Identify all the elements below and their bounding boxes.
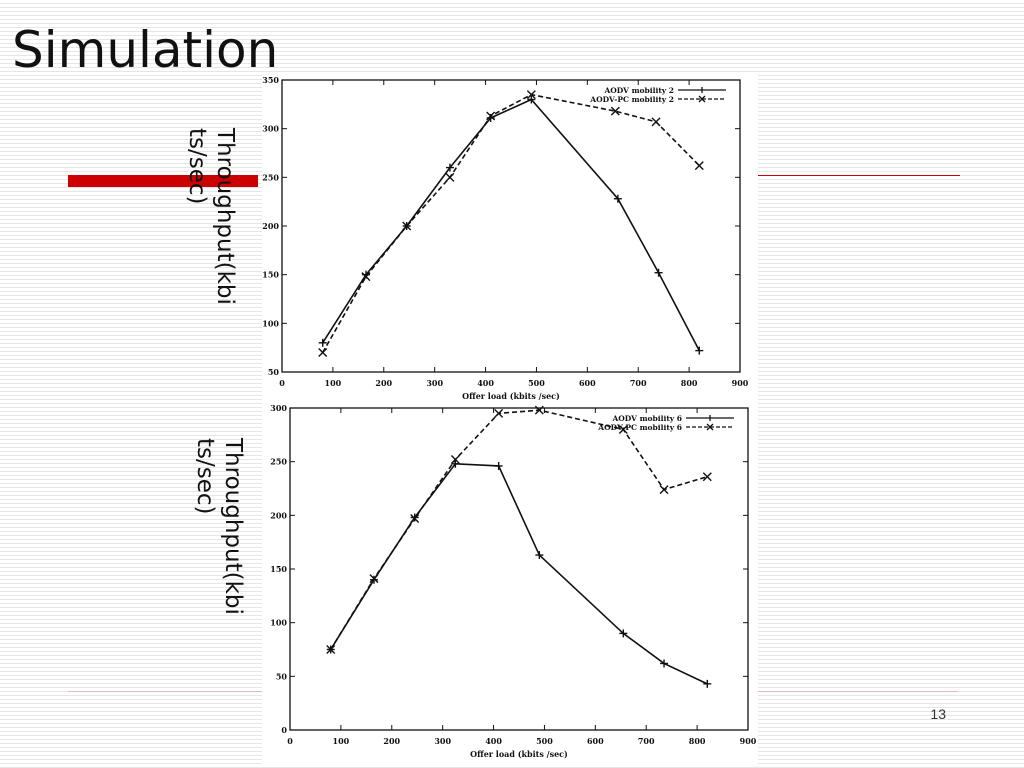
chart-2-series-2-point	[618, 424, 628, 434]
chart-2-x-tick-label: 200	[383, 736, 400, 746]
chart-2-x-tick-label: 800	[689, 736, 706, 746]
chart-1-x-tick-label: 800	[681, 378, 698, 388]
chart-2-series-2-point	[369, 574, 379, 584]
chart-1-x-tick-label: 400	[477, 378, 494, 388]
chart-2-x-tick-label: 900	[740, 736, 757, 746]
chart-2-series-2-point	[326, 645, 336, 654]
chart-2-series-2-point	[702, 472, 712, 482]
chart-1-x-tick-label: 300	[426, 378, 443, 388]
chart-1-y-tick-label: 50	[268, 367, 280, 377]
chart-mobility-6: 0 100 200 300 400 500 600 700 800 900 0 50 100 150 200…	[262, 400, 758, 766]
chart-1-series-2-point	[318, 348, 328, 358]
chart-2-series-1-point	[703, 679, 712, 688]
chart-2-series-2-point	[659, 485, 669, 495]
chart-2-y-tick-label: 200	[270, 510, 287, 520]
chart-2-x-tick-label: 0	[287, 736, 293, 746]
chart-2-series-2-point	[494, 408, 504, 418]
chart-1-x-tick-label: 900	[732, 378, 749, 388]
chart-1-series-2-point	[651, 117, 661, 127]
title-accent-line	[758, 175, 960, 176]
chart-mobility-2: 0 100 200 300 400 500 600 700 800 900 50 100 150 200 2…	[262, 72, 758, 404]
chart-2-series-2-point	[450, 455, 460, 465]
chart-2-legend-marker-2	[706, 423, 714, 431]
chart-1-series-2-point	[526, 90, 536, 100]
chart-2-x-tick-label: 700	[638, 736, 655, 746]
chart-2-y-tick-label: 250	[270, 457, 287, 467]
chart-2-series-1-point	[660, 659, 669, 668]
chart-1-series-1-line	[322, 98, 700, 351]
chart-2-x-tick-label: 100	[333, 736, 350, 746]
chart-2-series-1-point	[451, 459, 460, 468]
slide-title: Simulation	[12, 21, 279, 79]
chart-2-series-1-point	[535, 551, 544, 560]
chart-1-series-2-line	[322, 93, 700, 353]
chart-1-series-2-point	[610, 106, 620, 116]
chart-2-series-1-point	[619, 629, 628, 638]
chart-1-series-1-point	[318, 338, 327, 347]
chart-1-x-tick-label: 700	[630, 378, 647, 388]
chart-1-y-tick-label: 350	[262, 75, 279, 85]
chart-2-x-tick-label: 500	[536, 736, 553, 746]
chart-1-series-1-point	[613, 194, 622, 203]
chart-2-x-tick-label: 300	[434, 736, 451, 746]
page-number: 13	[930, 706, 946, 722]
chart-1-x-tick-label: 100	[325, 378, 342, 388]
chart-2-x-tick-label: 400	[485, 736, 502, 746]
chart-1-series-1-point	[695, 346, 704, 355]
chart-2-series-2-point	[410, 514, 420, 524]
chart-2-y-tick-label: 150	[270, 564, 287, 574]
chart-1-series-2-point	[486, 111, 496, 121]
chart-2-series-1-line	[330, 462, 708, 685]
chart-1-series-1-point	[654, 268, 663, 277]
chart-1-x-tick-label: 600	[579, 378, 596, 388]
chart-1-legend-label-1: AODV mobility 2	[603, 86, 674, 95]
chart-1-series-2-point	[361, 272, 371, 282]
chart-2-plot-frame	[289, 407, 749, 731]
chart-1-series-2-point	[445, 172, 455, 182]
chart-1-x-axis-label: Offer load (kbits /sec)	[462, 391, 560, 401]
chart-2-y-tick-label: 50	[276, 671, 288, 681]
chart-2-y-tick-label: 300	[270, 403, 287, 413]
chart-1-x-tick-label: 200	[375, 378, 392, 388]
chart-1-series-2-point	[402, 221, 412, 231]
chart-1-y-tick-label: 150	[262, 270, 279, 280]
chart-1-x-tick-label: 0	[279, 378, 285, 388]
title-accent-bar	[68, 175, 258, 187]
chart-1-legend-label-2: AODV-PC mobility 2	[589, 95, 674, 104]
chart-2-y-axis-label: Throughput(kbi ts/sec)	[192, 438, 246, 615]
chart-2-x-axis-label: Offer load (kbits /sec)	[470, 749, 568, 759]
chart-1-series-1-point	[527, 95, 536, 104]
chart-1-y-axis-label: Throughput(kbi ts/sec)	[184, 128, 238, 305]
chart-1-y-tick-label: 250	[262, 172, 279, 182]
chart-2-x-tick-label: 600	[587, 736, 604, 746]
chart-2-legend-label-1: AODV mobility 6	[611, 414, 682, 423]
chart-2-series-2-line	[330, 409, 708, 650]
chart-2-legend-label-2: AODV-PC mobility 6	[597, 423, 682, 432]
chart-1-series-2-point	[694, 161, 704, 171]
chart-1-y-tick-label: 200	[262, 221, 279, 231]
chart-2-y-tick-label: 0	[281, 725, 287, 735]
chart-2-series-1-point	[494, 461, 503, 470]
chart-2-y-tick-label: 100	[270, 618, 287, 628]
chart-1-legend-marker-2	[698, 95, 706, 103]
chart-1-series-1-point	[445, 163, 454, 172]
chart-1-x-tick-label: 500	[528, 378, 545, 388]
chart-2-series-2-point	[534, 405, 544, 415]
chart-1-y-tick-label: 300	[262, 124, 279, 134]
chart-1-y-tick-label: 100	[262, 318, 279, 328]
chart-1-plot-frame	[281, 79, 741, 373]
